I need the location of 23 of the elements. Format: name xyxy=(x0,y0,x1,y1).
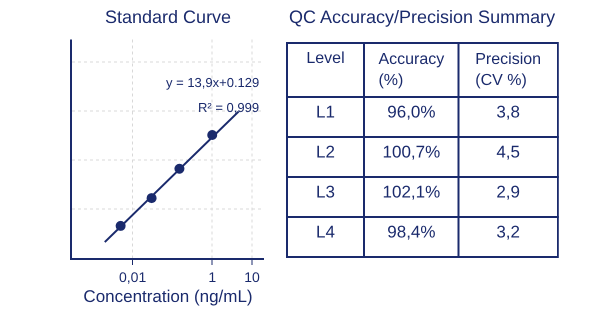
text: 102,1% xyxy=(382,182,440,202)
text: 96,0% xyxy=(387,102,436,122)
category-label: L4 xyxy=(316,222,335,242)
text: 98,4% xyxy=(387,222,436,242)
x-tick-label: 0,01 xyxy=(118,268,146,285)
text: y = 13,9x+0.129 xyxy=(166,75,260,90)
category-label: L1 xyxy=(316,102,335,122)
text: 2,9 xyxy=(496,182,520,202)
category-label: Accuracy (%) xyxy=(378,51,444,89)
category-label: Precision (CV %) xyxy=(475,51,542,89)
text: 3,8 xyxy=(496,102,520,122)
category-label: L3 xyxy=(316,182,335,202)
chart-title: Standard Curve xyxy=(105,7,232,27)
category-label: Level xyxy=(306,50,345,68)
annotation: R² = 0,999 xyxy=(198,100,260,115)
text: 100,7% xyxy=(382,142,440,162)
x-tick-label: 1 xyxy=(208,268,216,285)
text: 4,5 xyxy=(496,142,520,162)
x-axis-title: Concentration (ng/mL) xyxy=(83,286,253,306)
x-tick-label: 10 xyxy=(244,268,260,285)
text: 3,2 xyxy=(496,222,520,242)
text: QC Accuracy/Precision Summary xyxy=(289,7,556,27)
category-label: L2 xyxy=(316,142,335,162)
